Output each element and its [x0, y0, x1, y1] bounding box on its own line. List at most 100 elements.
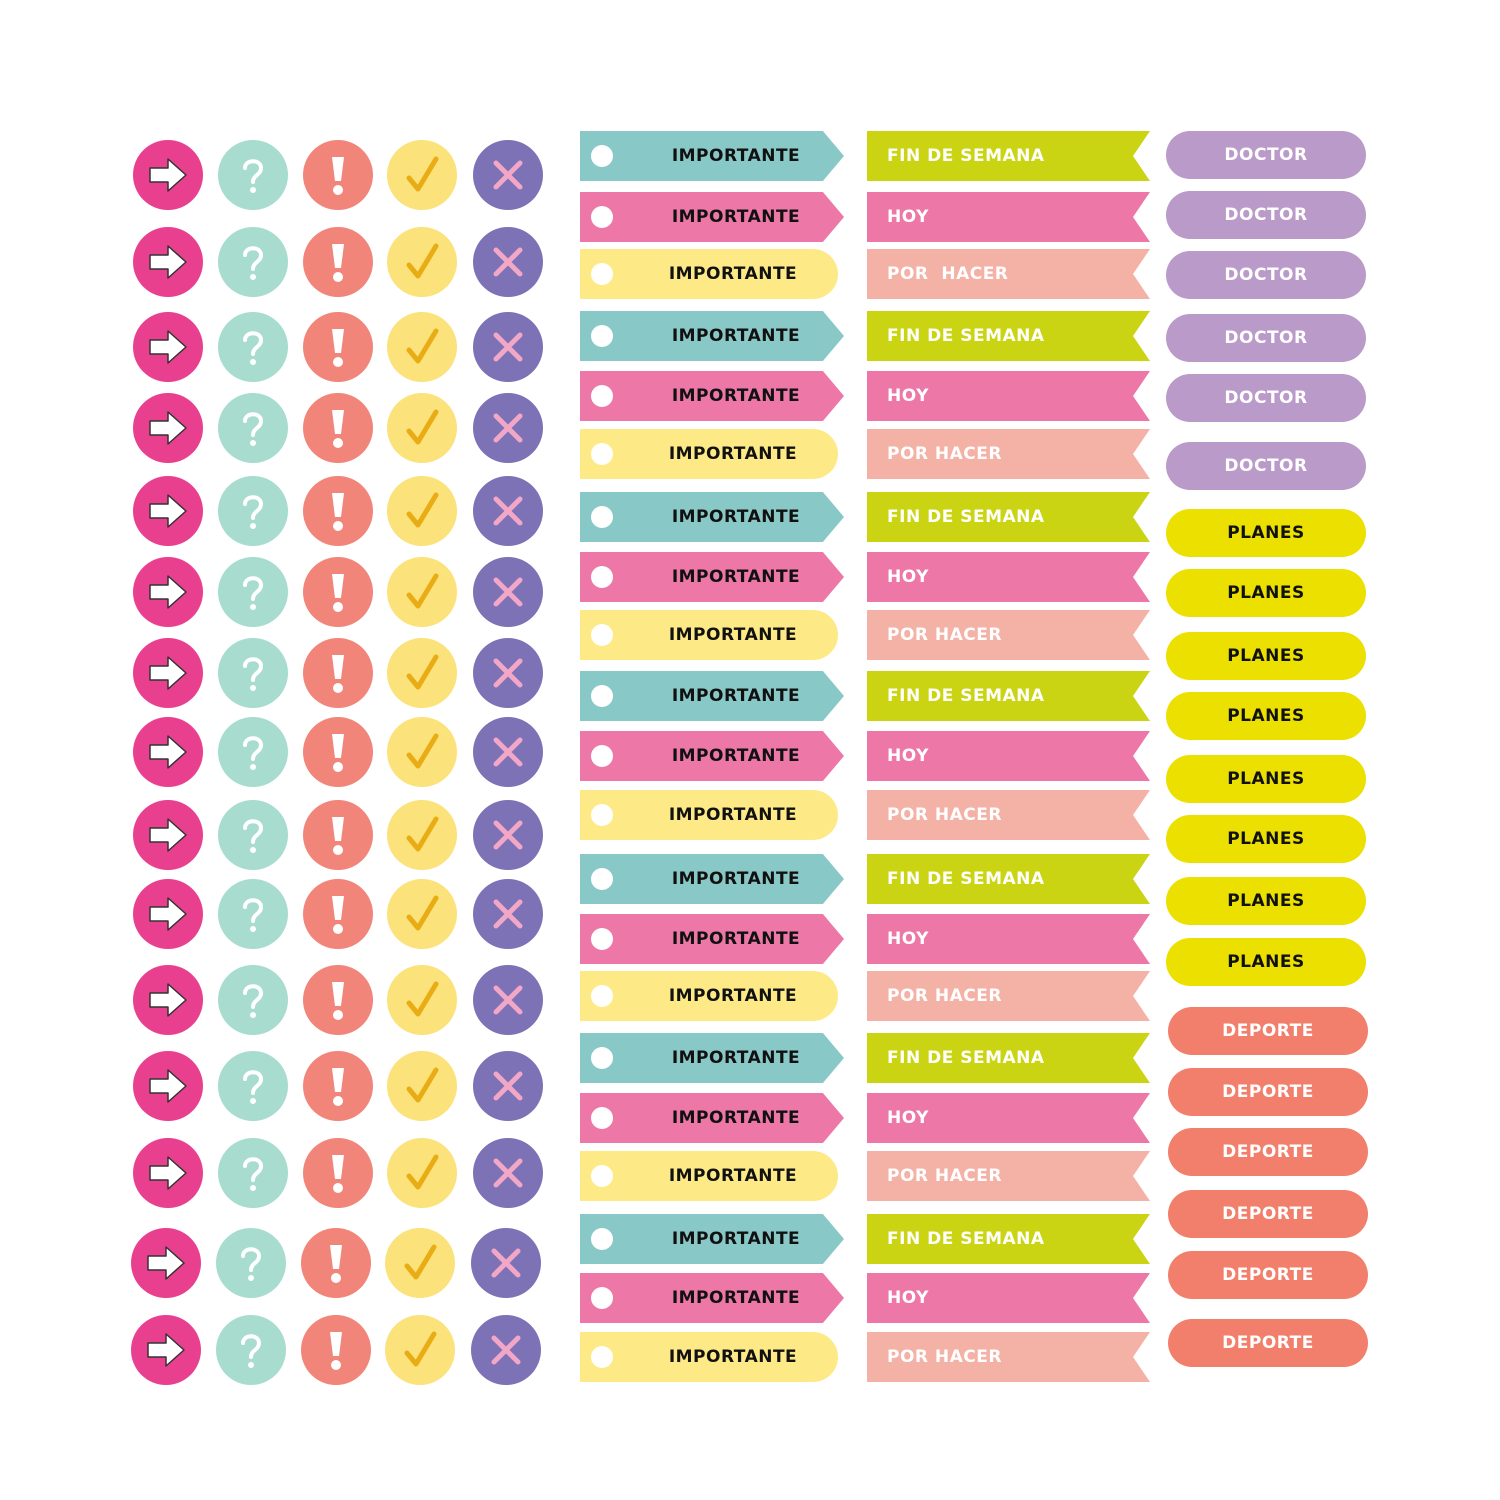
sticker-x[interactable]: [473, 1051, 543, 1121]
flag-por-hacer[interactable]: POR HACER: [867, 429, 1150, 479]
sticker-arrow-right[interactable]: [133, 1051, 203, 1121]
sticker-x[interactable]: [473, 393, 543, 463]
sticker-exclamation[interactable]: [303, 557, 373, 627]
sticker-x[interactable]: [471, 1315, 541, 1385]
flag-fin-de-semana[interactable]: FIN DE SEMANA: [867, 131, 1150, 181]
sticker-check[interactable]: [387, 140, 457, 210]
flag-hoy[interactable]: HOY: [867, 371, 1150, 421]
flag-hoy[interactable]: HOY: [867, 192, 1150, 242]
sticker-check[interactable]: [387, 393, 457, 463]
importante-tag[interactable]: IMPORTANTE: [580, 131, 844, 181]
sticker-question[interactable]: [218, 393, 288, 463]
sticker-x[interactable]: [473, 1138, 543, 1208]
sticker-exclamation[interactable]: [303, 227, 373, 297]
importante-tag[interactable]: IMPORTANTE: [580, 552, 844, 602]
importante-tag[interactable]: IMPORTANTE: [580, 971, 838, 1021]
sticker-question[interactable]: [218, 1051, 288, 1121]
importante-tag[interactable]: IMPORTANTE: [580, 1151, 838, 1201]
pill-deporte[interactable]: DEPORTE: [1168, 1319, 1368, 1367]
sticker-check[interactable]: [385, 1228, 455, 1298]
sticker-question[interactable]: [218, 965, 288, 1035]
sticker-arrow-right[interactable]: [133, 717, 203, 787]
pill-doctor[interactable]: DOCTOR: [1166, 442, 1366, 490]
flag-por-hacer[interactable]: POR HACER: [867, 1151, 1150, 1201]
importante-tag[interactable]: IMPORTANTE: [580, 854, 844, 904]
pill-planes[interactable]: PLANES: [1166, 938, 1366, 986]
flag-hoy[interactable]: HOY: [867, 914, 1150, 964]
sticker-exclamation[interactable]: [303, 1138, 373, 1208]
flag-hoy[interactable]: HOY: [867, 1273, 1150, 1323]
importante-tag[interactable]: IMPORTANTE: [580, 371, 844, 421]
sticker-check[interactable]: [387, 717, 457, 787]
sticker-arrow-right[interactable]: [133, 557, 203, 627]
sticker-x[interactable]: [473, 476, 543, 546]
sticker-check[interactable]: [385, 1315, 455, 1385]
importante-tag[interactable]: IMPORTANTE: [580, 1214, 844, 1264]
sticker-arrow-right[interactable]: [133, 965, 203, 1035]
sticker-x[interactable]: [473, 717, 543, 787]
pill-planes[interactable]: PLANES: [1166, 569, 1366, 617]
sticker-arrow-right[interactable]: [131, 1228, 201, 1298]
sticker-check[interactable]: [387, 312, 457, 382]
sticker-arrow-right[interactable]: [133, 227, 203, 297]
sticker-arrow-right[interactable]: [133, 393, 203, 463]
importante-tag[interactable]: IMPORTANTE: [580, 1033, 844, 1083]
sticker-arrow-right[interactable]: [133, 638, 203, 708]
sticker-x[interactable]: [473, 800, 543, 870]
sticker-question[interactable]: [218, 227, 288, 297]
sticker-exclamation[interactable]: [303, 476, 373, 546]
pill-planes[interactable]: PLANES: [1166, 815, 1366, 863]
flag-fin-de-semana[interactable]: FIN DE SEMANA: [867, 671, 1150, 721]
flag-por-hacer[interactable]: POR HACER: [867, 790, 1150, 840]
sticker-x[interactable]: [473, 312, 543, 382]
importante-tag[interactable]: IMPORTANTE: [580, 671, 844, 721]
importante-tag[interactable]: IMPORTANTE: [580, 429, 838, 479]
sticker-question[interactable]: [218, 476, 288, 546]
sticker-check[interactable]: [387, 476, 457, 546]
sticker-question[interactable]: [218, 717, 288, 787]
sticker-exclamation[interactable]: [303, 1051, 373, 1121]
sticker-exclamation[interactable]: [303, 965, 373, 1035]
pill-planes[interactable]: PLANES: [1166, 509, 1366, 557]
pill-planes[interactable]: PLANES: [1166, 877, 1366, 925]
flag-por-hacer[interactable]: POR HACER: [867, 249, 1150, 299]
sticker-check[interactable]: [387, 965, 457, 1035]
sticker-exclamation[interactable]: [303, 638, 373, 708]
sticker-question[interactable]: [218, 1138, 288, 1208]
pill-planes[interactable]: PLANES: [1166, 632, 1366, 680]
sticker-exclamation[interactable]: [303, 393, 373, 463]
importante-tag[interactable]: IMPORTANTE: [580, 192, 844, 242]
pill-deporte[interactable]: DEPORTE: [1168, 1251, 1368, 1299]
sticker-question[interactable]: [218, 312, 288, 382]
flag-por-hacer[interactable]: POR HACER: [867, 971, 1150, 1021]
sticker-x[interactable]: [473, 140, 543, 210]
pill-doctor[interactable]: DOCTOR: [1166, 251, 1366, 299]
sticker-check[interactable]: [387, 1051, 457, 1121]
flag-fin-de-semana[interactable]: FIN DE SEMANA: [867, 1214, 1150, 1264]
sticker-arrow-right[interactable]: [131, 1315, 201, 1385]
importante-tag[interactable]: IMPORTANTE: [580, 610, 838, 660]
sticker-exclamation[interactable]: [303, 140, 373, 210]
sticker-arrow-right[interactable]: [133, 800, 203, 870]
sticker-check[interactable]: [387, 227, 457, 297]
flag-fin-de-semana[interactable]: FIN DE SEMANA: [867, 1033, 1150, 1083]
importante-tag[interactable]: IMPORTANTE: [580, 1273, 844, 1323]
pill-deporte[interactable]: DEPORTE: [1168, 1128, 1368, 1176]
sticker-question[interactable]: [216, 1315, 286, 1385]
sticker-check[interactable]: [387, 800, 457, 870]
importante-tag[interactable]: IMPORTANTE: [580, 492, 844, 542]
sticker-x[interactable]: [471, 1228, 541, 1298]
sticker-exclamation[interactable]: [303, 312, 373, 382]
sticker-question[interactable]: [218, 638, 288, 708]
flag-por-hacer[interactable]: POR HACER: [867, 610, 1150, 660]
importante-tag[interactable]: IMPORTANTE: [580, 1332, 838, 1382]
sticker-check[interactable]: [387, 879, 457, 949]
pill-deporte[interactable]: DEPORTE: [1168, 1068, 1368, 1116]
sticker-x[interactable]: [473, 879, 543, 949]
pill-doctor[interactable]: DOCTOR: [1166, 131, 1366, 179]
importante-tag[interactable]: IMPORTANTE: [580, 914, 844, 964]
pill-deporte[interactable]: DEPORTE: [1168, 1190, 1368, 1238]
sticker-question[interactable]: [218, 879, 288, 949]
sticker-check[interactable]: [387, 638, 457, 708]
sticker-question[interactable]: [218, 557, 288, 627]
